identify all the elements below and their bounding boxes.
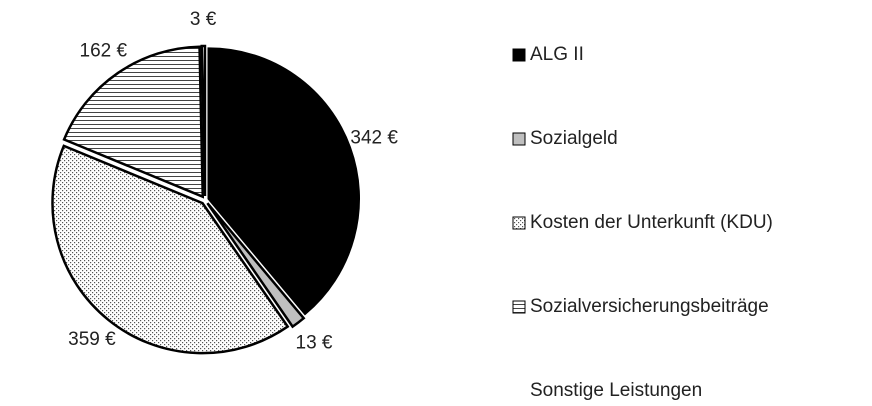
pie-slice xyxy=(200,44,207,197)
legend-label: Sozialgeld xyxy=(530,128,618,149)
legend-marker xyxy=(512,216,526,230)
pie-slice xyxy=(207,47,361,316)
legend-label: ALG II xyxy=(530,44,584,65)
legend-label: Sonstige Leistungen xyxy=(530,380,702,401)
data-label: 13 € xyxy=(296,332,333,353)
legend-marker xyxy=(512,132,526,146)
legend-marker xyxy=(512,48,526,62)
legend-label: Kosten der Unterkunft (KDU) xyxy=(530,212,773,233)
legend-marker xyxy=(513,385,525,397)
legend-marker xyxy=(512,300,526,314)
data-label: 342 € xyxy=(350,128,398,149)
pie-slice xyxy=(51,144,290,355)
pie-slice xyxy=(206,202,306,329)
data-label: 3 € xyxy=(190,9,217,30)
pie-slice xyxy=(62,45,205,199)
legend-label: Sozialversicherungsbeiträge xyxy=(530,296,769,317)
data-label: 162 € xyxy=(80,41,128,62)
data-label: 359 € xyxy=(68,329,116,350)
